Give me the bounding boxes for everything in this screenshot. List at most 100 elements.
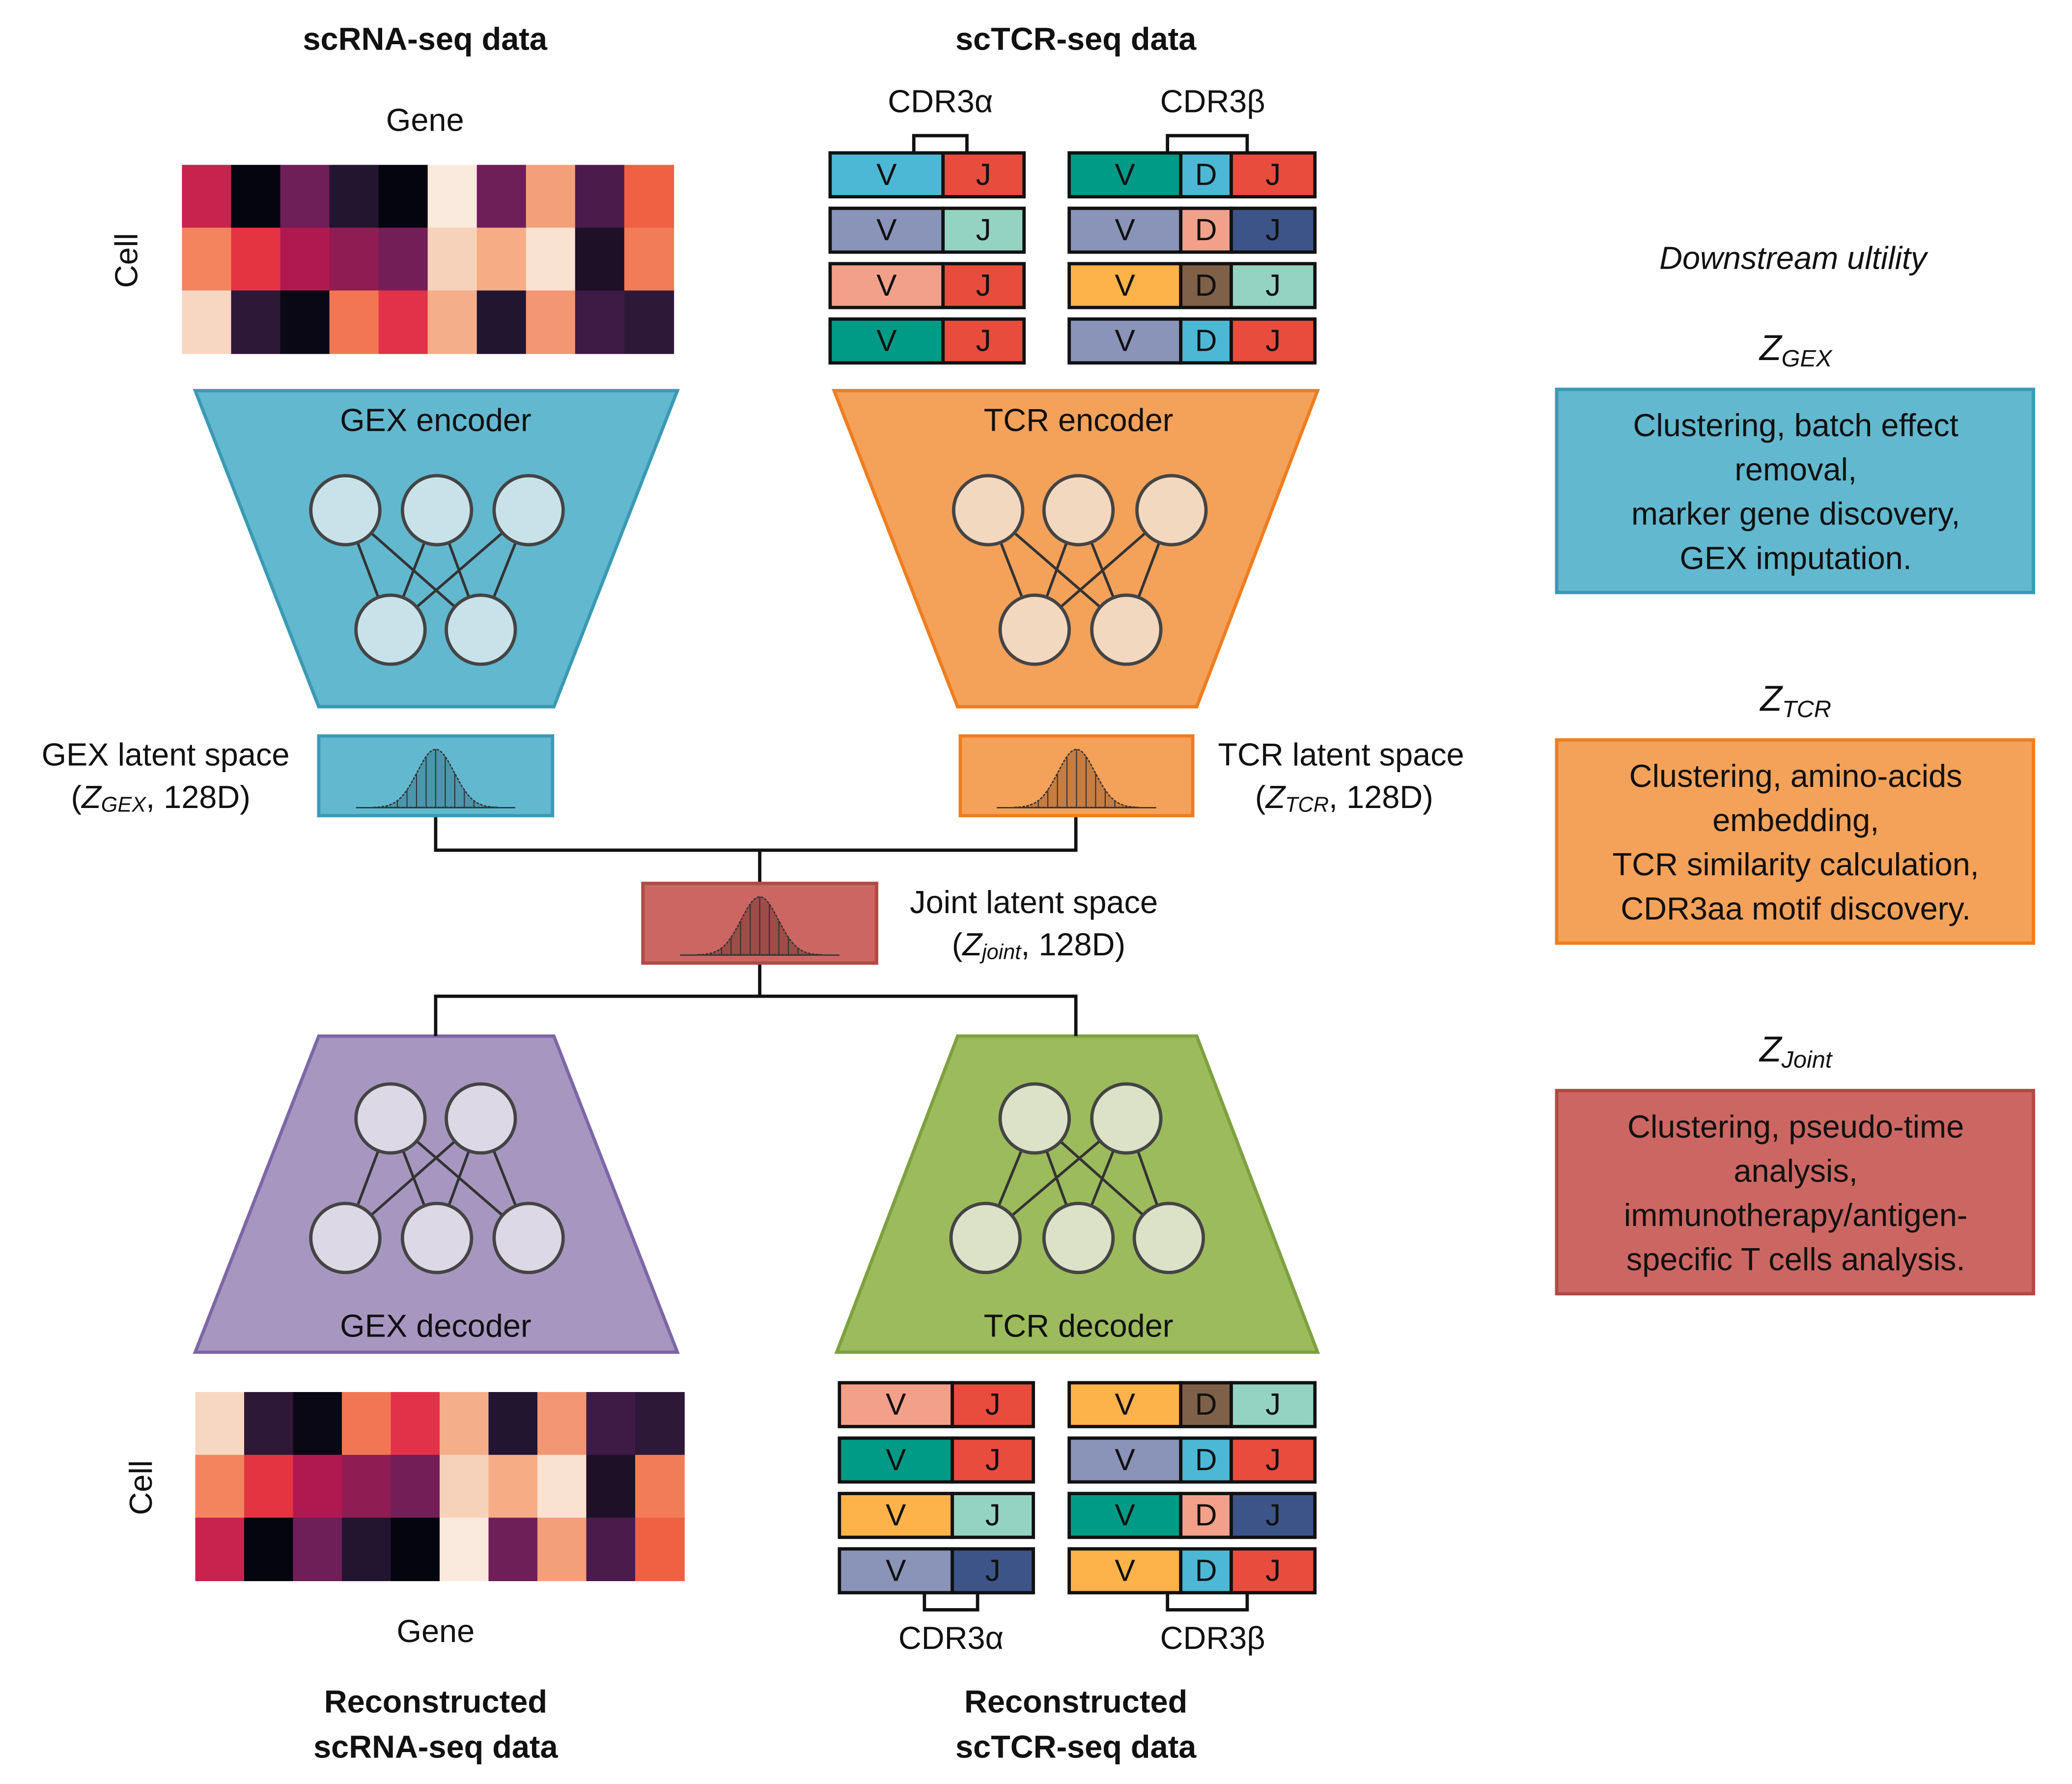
z-symbol: ZGEX xyxy=(1759,328,1833,372)
label: Clustering, amino-acids xyxy=(1629,758,1962,794)
tcr-encoder xyxy=(832,389,1320,709)
label: V xyxy=(1115,1388,1135,1422)
heatmap-cell xyxy=(391,1392,441,1456)
heatmap-cell xyxy=(439,1392,489,1456)
symbol: Z xyxy=(81,779,102,815)
label: V xyxy=(1115,324,1135,358)
neuron xyxy=(309,1201,382,1275)
segment-box xyxy=(828,151,945,198)
gex-decoder xyxy=(193,1034,680,1354)
connector xyxy=(434,994,1078,1036)
cdr3-bracket xyxy=(923,1592,980,1612)
label: V xyxy=(876,269,897,303)
segment-box xyxy=(1067,206,1183,254)
label: Joint latent space xyxy=(910,884,1158,920)
heatmap-cell xyxy=(293,1517,343,1582)
z-symbol: ZTCR xyxy=(1759,679,1831,723)
heatmap-cell xyxy=(439,1454,489,1519)
heatmap-cell xyxy=(575,290,625,354)
connector xyxy=(434,815,1078,852)
dims: , 128D) xyxy=(146,779,251,815)
neuron xyxy=(354,1082,427,1155)
segment-box xyxy=(941,262,1026,309)
label: TCR similarity calculation, xyxy=(1612,846,1979,882)
subscript: TCR xyxy=(1782,696,1831,723)
heatmap-cell xyxy=(182,227,232,291)
label: J xyxy=(976,158,991,192)
label: J xyxy=(1265,1443,1281,1477)
heatmap-cell xyxy=(244,1454,294,1519)
label: Reconstructed xyxy=(324,1684,547,1720)
label: Gene xyxy=(397,1613,475,1649)
label: J xyxy=(1265,213,1281,247)
heatmap-cell xyxy=(244,1392,294,1456)
segment-box xyxy=(951,1547,1035,1594)
heatmap-cell xyxy=(526,290,576,354)
heatmap-cell xyxy=(526,165,576,228)
label: Gene xyxy=(386,102,464,138)
neuron xyxy=(354,593,427,666)
label: specific T cells analysis. xyxy=(1626,1241,1965,1277)
symbol: Z xyxy=(961,926,983,962)
label: V xyxy=(876,213,897,247)
heatmap-cell xyxy=(329,227,379,291)
heatmap-cell xyxy=(244,1517,294,1582)
label: J xyxy=(985,1554,1001,1588)
neuron xyxy=(492,1201,565,1275)
label: D xyxy=(1195,158,1217,192)
label: V xyxy=(886,1443,906,1477)
segment-box xyxy=(828,206,945,254)
heatmap-cell xyxy=(280,290,330,354)
label: Clustering, batch effect xyxy=(1633,407,1958,443)
neuron xyxy=(445,593,517,666)
segment-box xyxy=(1230,1547,1317,1594)
segment-box xyxy=(1179,151,1233,198)
heatmap-cell xyxy=(195,1392,245,1456)
segment-box xyxy=(1230,1381,1317,1428)
label: scTCR-seq data xyxy=(955,21,1197,56)
heatmap-cell xyxy=(476,290,527,354)
heatmap-cell xyxy=(280,165,330,228)
neuron xyxy=(1042,474,1115,547)
heatmap-cell xyxy=(586,1454,636,1519)
segment-box xyxy=(1067,151,1183,198)
heatmap-cell xyxy=(476,227,527,291)
segment-box xyxy=(951,1381,1035,1428)
label: scRNA-seq data xyxy=(313,1728,558,1764)
label: V xyxy=(1115,1443,1135,1477)
label: J xyxy=(985,1443,1001,1477)
segment-box xyxy=(951,1436,1035,1484)
utility-box xyxy=(1555,1088,2035,1296)
heatmap-cell xyxy=(341,1517,392,1582)
heatmap-cell xyxy=(586,1517,636,1582)
utility-box xyxy=(1555,738,2035,945)
label: removal, xyxy=(1735,451,1857,487)
label: J xyxy=(1265,1554,1281,1588)
gex-encoder xyxy=(193,389,680,709)
label: analysis, xyxy=(1734,1153,1857,1189)
segment-box xyxy=(828,317,945,365)
z-symbol: ZJoint xyxy=(1759,1030,1833,1073)
label: V xyxy=(1115,1499,1135,1533)
heatmap-cell xyxy=(280,227,330,291)
label: V xyxy=(1115,1554,1135,1588)
neuron xyxy=(400,1201,474,1275)
heatmap-cell xyxy=(391,1517,441,1582)
label: J xyxy=(1265,158,1281,192)
label: CDR3α xyxy=(898,1620,1004,1656)
heatmap-cell xyxy=(378,227,428,291)
neuron xyxy=(1090,1082,1163,1155)
heatmap-cell xyxy=(378,165,428,228)
neuron xyxy=(998,593,1071,666)
heatmap-cell xyxy=(488,1517,538,1582)
subscript: TCR xyxy=(1285,793,1329,817)
label: Reconstructed xyxy=(964,1684,1187,1720)
heatmap-cell xyxy=(537,1517,587,1582)
neuron xyxy=(952,474,1025,547)
heatmap-cell xyxy=(488,1392,538,1456)
segment-box xyxy=(941,317,1026,365)
segment-box xyxy=(1179,317,1233,365)
heatmap-cell xyxy=(526,227,576,291)
label: V xyxy=(886,1554,906,1588)
